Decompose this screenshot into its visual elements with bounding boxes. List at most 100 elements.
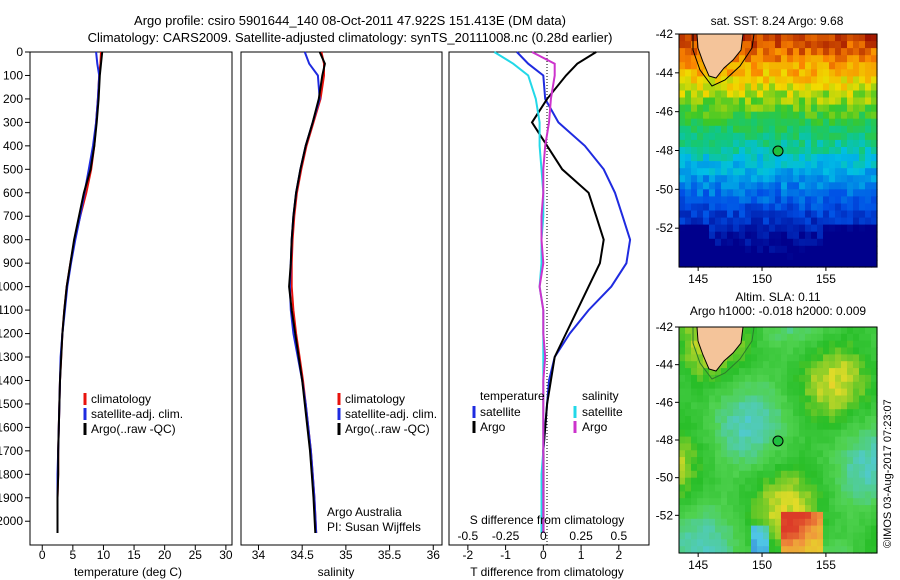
map-cell: [811, 161, 818, 169]
map-cell: [823, 48, 830, 56]
map-cell: [697, 147, 704, 155]
map-cell: [775, 511, 782, 520]
map-cell: [811, 381, 818, 390]
map-cell: [787, 388, 794, 396]
map-cell: [829, 252, 836, 261]
map-cell: [865, 252, 872, 261]
map-cell: [757, 161, 764, 169]
map-cell: [805, 76, 812, 85]
map-cell: [841, 90, 848, 99]
map-cell: [835, 457, 842, 465]
map-cell: [679, 498, 686, 506]
map-cell: [769, 118, 776, 127]
map-cell: [745, 125, 752, 134]
map-cell: [829, 409, 836, 417]
map-cell: [751, 477, 758, 486]
map-cell: [829, 111, 836, 120]
map-cell: [745, 55, 752, 63]
map-cell: [871, 409, 878, 417]
map-cell: [715, 409, 722, 417]
map-cell: [811, 477, 818, 486]
map-cell: [823, 97, 830, 106]
map-cell: [679, 118, 686, 127]
map-cell: [757, 525, 764, 533]
map-cell: [757, 41, 764, 49]
map-cell: [787, 55, 794, 63]
map-cell: [823, 429, 830, 438]
map-cell: [709, 381, 716, 390]
map-cell: [847, 259, 854, 268]
map-cell: [871, 224, 878, 233]
map-cell: [859, 231, 866, 240]
map-cell: [775, 450, 782, 458]
map-cell: [793, 381, 800, 390]
map-cell: [793, 55, 800, 63]
map-cell: [763, 381, 770, 390]
map-cell: [691, 395, 698, 403]
map-cell: [745, 189, 752, 197]
map-cell: [859, 111, 866, 120]
map-cell: [781, 532, 788, 540]
map-cell: [751, 62, 758, 70]
map-cell: [829, 347, 836, 355]
map-cell: [841, 374, 848, 383]
map-cell: [853, 90, 860, 99]
map-cell: [691, 182, 698, 190]
map-cell: [799, 416, 806, 424]
map-cell: [775, 76, 782, 85]
map-cell: [745, 546, 752, 554]
map-cell: [709, 511, 716, 520]
map-cell: [823, 409, 830, 417]
map-cell: [811, 327, 818, 335]
map-cell: [835, 118, 842, 127]
map-cell: [763, 97, 770, 106]
map-cell: [697, 525, 704, 533]
map-cell: [799, 34, 806, 42]
map-cell: [799, 154, 806, 162]
map-cell: [823, 361, 830, 369]
legend-argo-label: Argo(..raw -QC): [91, 422, 176, 436]
map-cell: [775, 104, 782, 113]
map-cell: [769, 83, 776, 92]
map-cell: [775, 62, 782, 70]
map-cell: [805, 203, 812, 212]
map-cell: [703, 259, 710, 268]
map-cell: [865, 539, 872, 547]
map-cell: [865, 511, 872, 520]
map-cell: [787, 470, 794, 479]
map-cell: [691, 381, 698, 390]
map-cell: [679, 224, 686, 233]
map-cell: [781, 546, 788, 554]
map-cell: [847, 203, 854, 212]
map-cell: [763, 104, 770, 113]
map-cell: [715, 484, 722, 492]
map-cell: [823, 477, 830, 486]
map-cell: [859, 402, 866, 410]
map-cell: [847, 539, 854, 547]
map-cell: [853, 182, 860, 190]
map-cell: [715, 196, 722, 205]
map-cell: [733, 546, 740, 554]
map-cell: [757, 464, 764, 472]
map-y-tick-label: -46: [656, 105, 674, 119]
map-cell: [703, 381, 710, 390]
map-cell: [733, 245, 740, 254]
map-cell: [841, 217, 848, 226]
map-cell: [769, 546, 776, 554]
map-cell: [847, 245, 854, 254]
map-cell: [679, 388, 686, 396]
map-cell: [781, 539, 788, 547]
map-cell: [829, 505, 836, 513]
map-cell: [865, 416, 872, 424]
map-cell: [751, 97, 758, 106]
map-y-tick-label: -50: [656, 471, 674, 485]
map-cell: [739, 154, 746, 162]
map-cell: [691, 139, 698, 148]
map-cell: [757, 97, 764, 106]
map-cell: [745, 147, 752, 155]
map-cell: [847, 125, 854, 134]
map-cell: [835, 436, 842, 444]
map-cell: [685, 525, 692, 533]
map-cell: [847, 374, 854, 383]
map-cell: [865, 111, 872, 120]
